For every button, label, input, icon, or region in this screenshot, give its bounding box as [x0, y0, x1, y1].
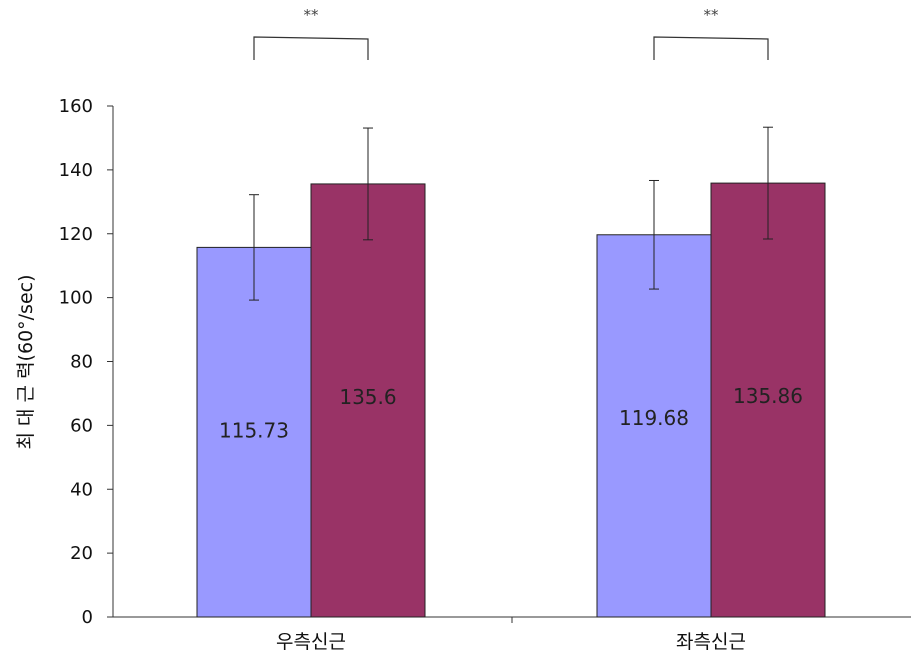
data-label: 115.73 [219, 418, 289, 442]
significance-label: ** [304, 6, 320, 24]
error-bars [249, 126, 773, 301]
y-tick-label: 100 [59, 288, 93, 309]
data-label: 135.6 [339, 385, 396, 409]
y-tick-label: 40 [70, 479, 93, 500]
y-tick-label: 140 [59, 160, 93, 181]
bar [310, 183, 426, 618]
y-axis-title: 최 대 근 력(60°/sec) [15, 275, 37, 450]
y-tick-label: 60 [70, 415, 93, 436]
data-labels: 115.73 119.68 135.6 135.86 [219, 384, 803, 442]
significance-label: ** [704, 6, 720, 24]
significance-bracket [653, 36, 769, 60]
y-tick-label: 20 [70, 543, 93, 564]
x-tick-label: 우측신근 [276, 631, 346, 653]
significance-bracket [253, 36, 369, 60]
significance-brackets: ** ** [253, 6, 769, 60]
y-tick-label: 80 [70, 352, 93, 373]
data-label: 119.68 [619, 406, 689, 430]
y-tick-label: 120 [59, 224, 93, 245]
bars [196, 182, 826, 618]
y-tick-label: 0 [82, 607, 93, 628]
axes: 0 20 40 60 80 100 120 140 160 우측신근 좌측신근 [59, 96, 911, 653]
bar [710, 182, 826, 618]
bar [596, 234, 712, 618]
data-label: 135.86 [733, 384, 803, 408]
x-tick-label: 좌측신근 [676, 631, 746, 653]
bar [196, 246, 312, 618]
y-tick-label: 160 [59, 96, 93, 117]
